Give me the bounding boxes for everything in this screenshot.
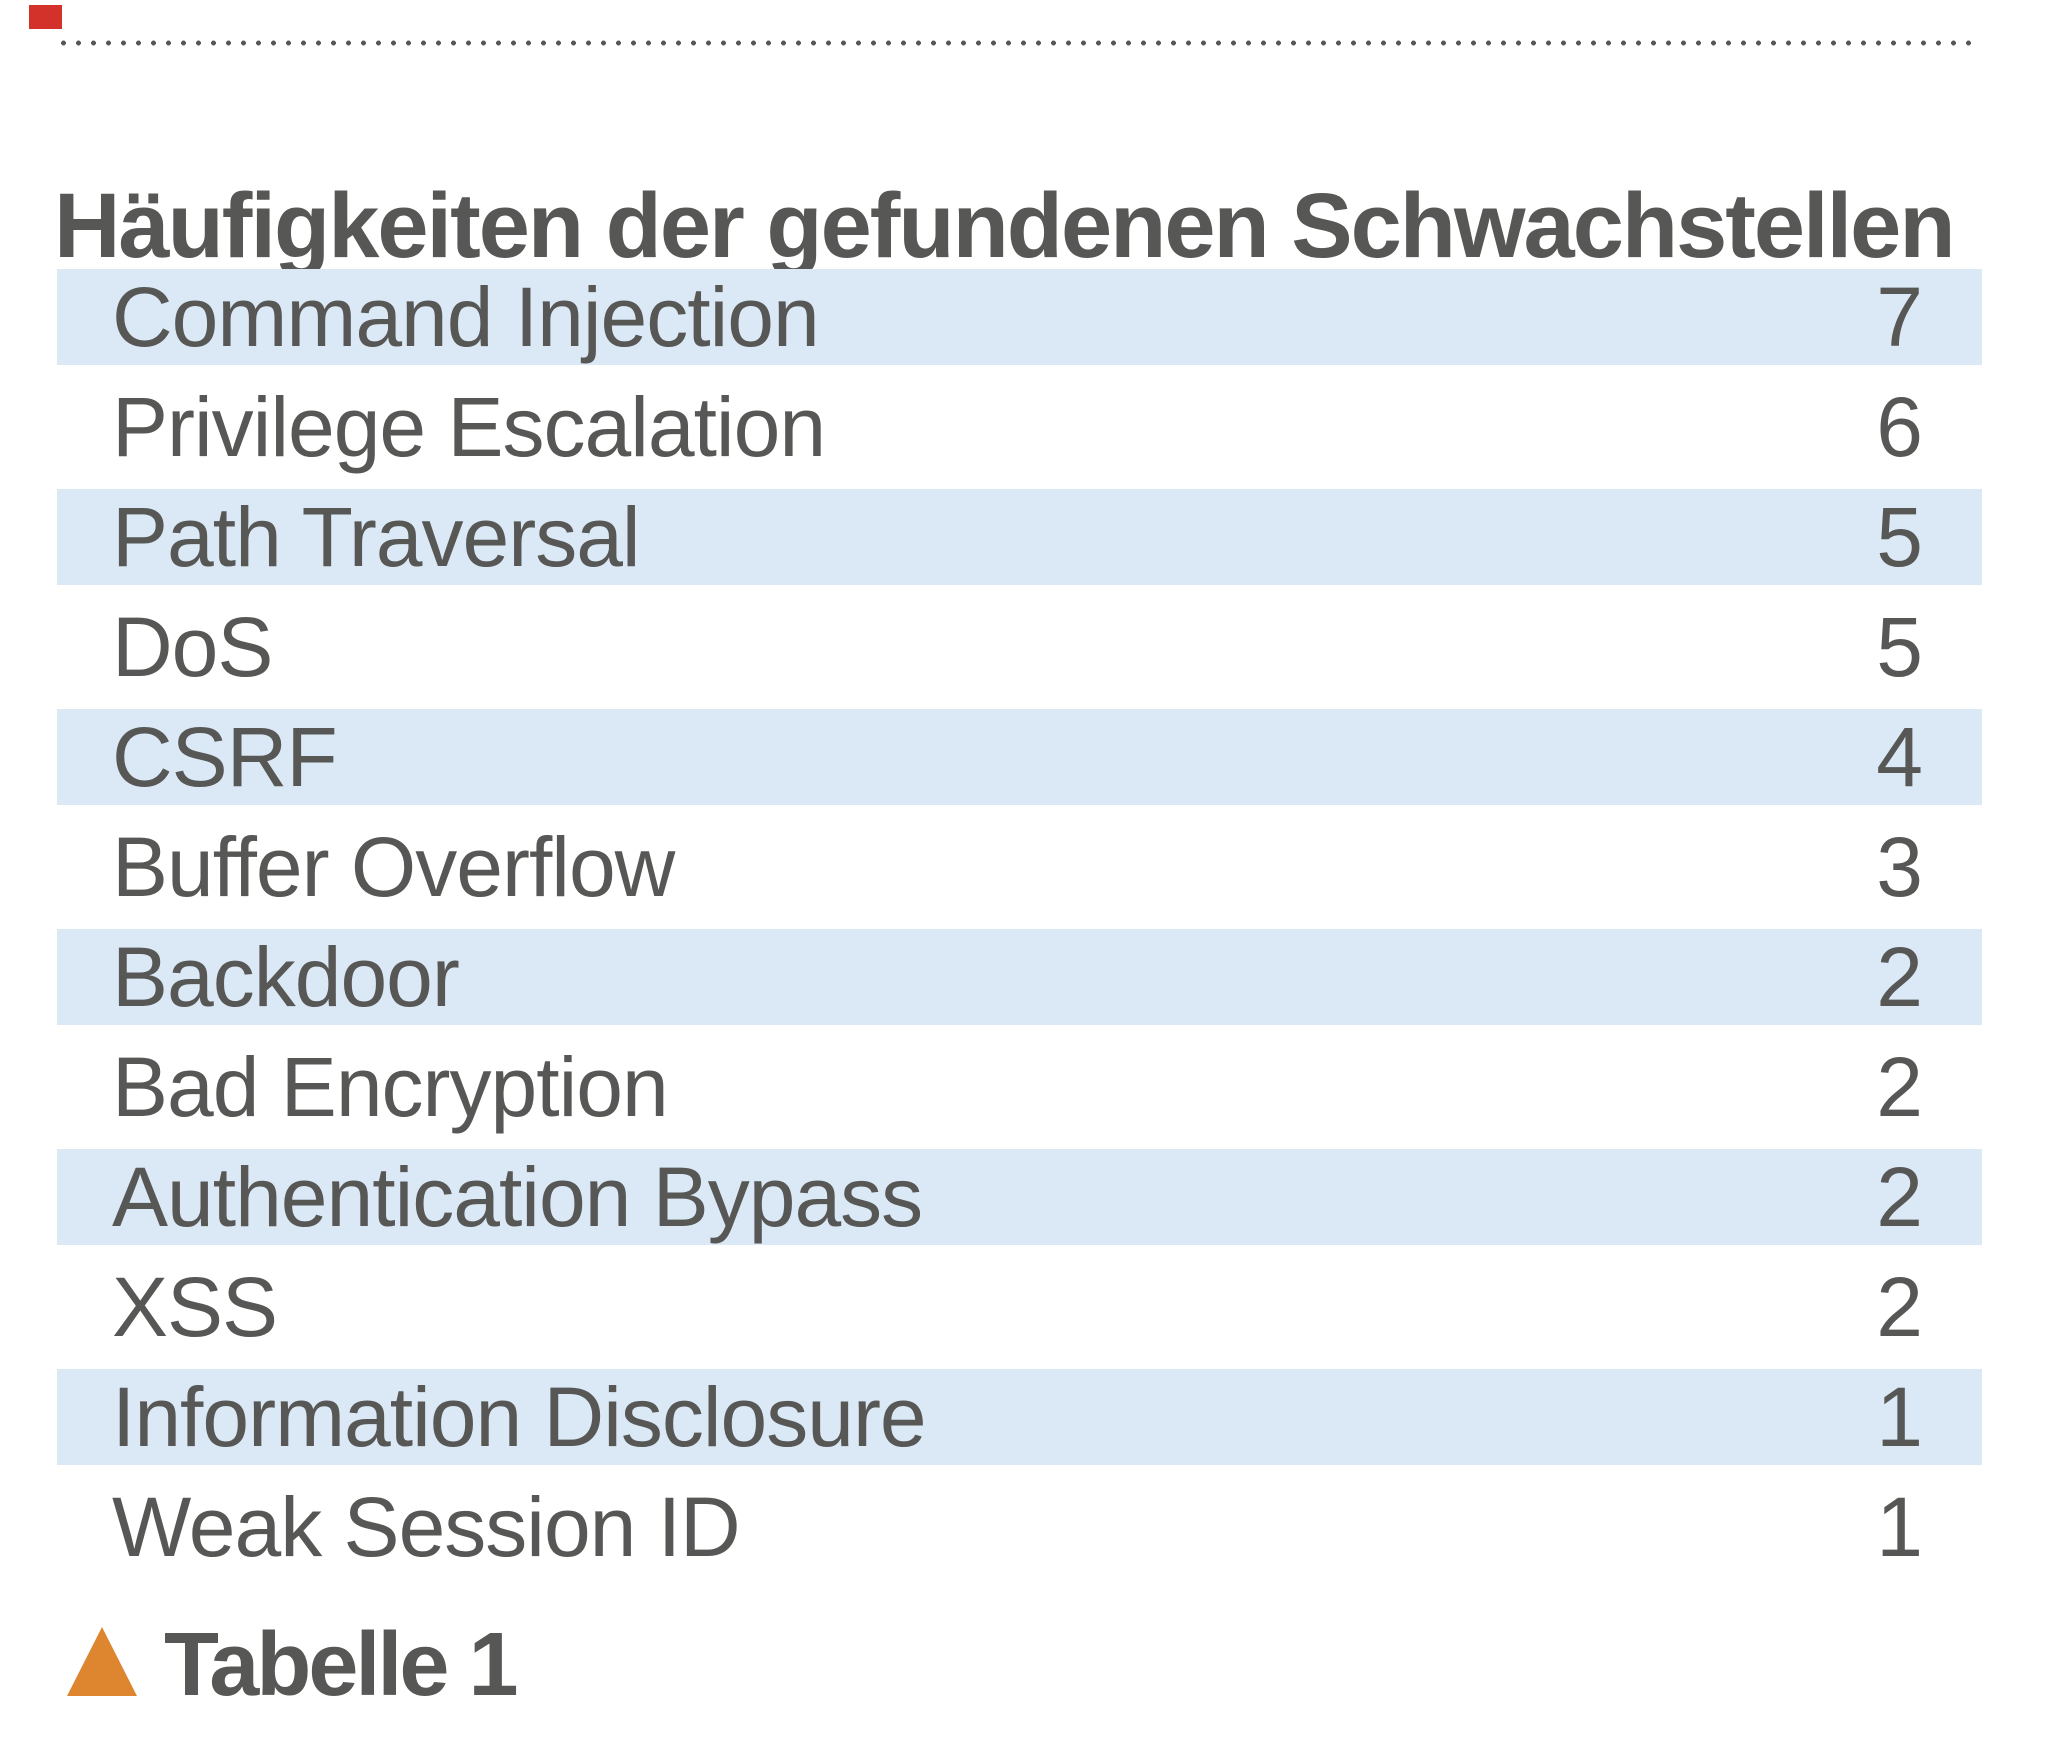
vulnerability-count: 3: [1876, 820, 1923, 914]
vulnerability-label: Backdoor: [112, 930, 460, 1024]
vulnerability-count: 1: [1876, 1370, 1923, 1464]
table-row: Command Injection 7: [57, 262, 1982, 372]
table-row: Information Disclosure 1: [57, 1362, 1982, 1472]
vulnerability-count: 1: [1876, 1480, 1923, 1574]
table-row: CSRF 4: [57, 702, 1982, 812]
vulnerability-count: 2: [1876, 930, 1923, 1024]
page-corner-marker: [29, 5, 62, 29]
vulnerability-label: Information Disclosure: [112, 1370, 927, 1464]
vulnerability-label: CSRF: [112, 710, 338, 804]
vulnerability-label: Bad Encryption: [112, 1040, 669, 1134]
vulnerability-count: 2: [1876, 1040, 1923, 1134]
vulnerability-label: Authentication Bypass: [112, 1150, 923, 1244]
table-row: Bad Encryption 2: [57, 1032, 1982, 1142]
table-caption-triangle-icon: [67, 1627, 137, 1696]
table-row: Authentication Bypass 2: [57, 1142, 1982, 1252]
table-caption: Tabelle 1: [164, 1615, 519, 1715]
page-title: Häufigkeiten der gefundenen Schwachstell…: [54, 174, 1956, 277]
table-row: Buffer Overflow 3: [57, 812, 1982, 922]
table-row: Privilege Escalation 6: [57, 372, 1982, 482]
table-row: DoS 5: [57, 592, 1982, 702]
vulnerability-label: Privilege Escalation: [112, 380, 826, 474]
vulnerability-label: Buffer Overflow: [112, 820, 675, 914]
vulnerability-count: 2: [1876, 1150, 1923, 1244]
vulnerability-label: XSS: [112, 1260, 278, 1354]
vulnerability-count: 2: [1876, 1260, 1923, 1354]
vulnerability-count: 5: [1876, 600, 1923, 694]
vulnerability-label: Path Traversal: [112, 490, 641, 584]
table-row: XSS 2: [57, 1252, 1982, 1362]
dotted-divider: [56, 40, 1980, 46]
vulnerability-frequency-table: Command Injection 7 Privilege Escalation…: [57, 262, 1982, 1582]
table-row: Path Traversal 5: [57, 482, 1982, 592]
vulnerability-count: 7: [1876, 270, 1923, 364]
vulnerability-count: 4: [1876, 710, 1923, 804]
vulnerability-label: Command Injection: [112, 270, 820, 364]
vulnerability-count: 5: [1876, 490, 1923, 584]
table-row: Weak Session ID 1: [57, 1472, 1982, 1582]
vulnerability-count: 6: [1876, 380, 1923, 474]
vulnerability-label: DoS: [112, 600, 273, 694]
vulnerability-label: Weak Session ID: [112, 1480, 741, 1574]
table-row: Backdoor 2: [57, 922, 1982, 1032]
